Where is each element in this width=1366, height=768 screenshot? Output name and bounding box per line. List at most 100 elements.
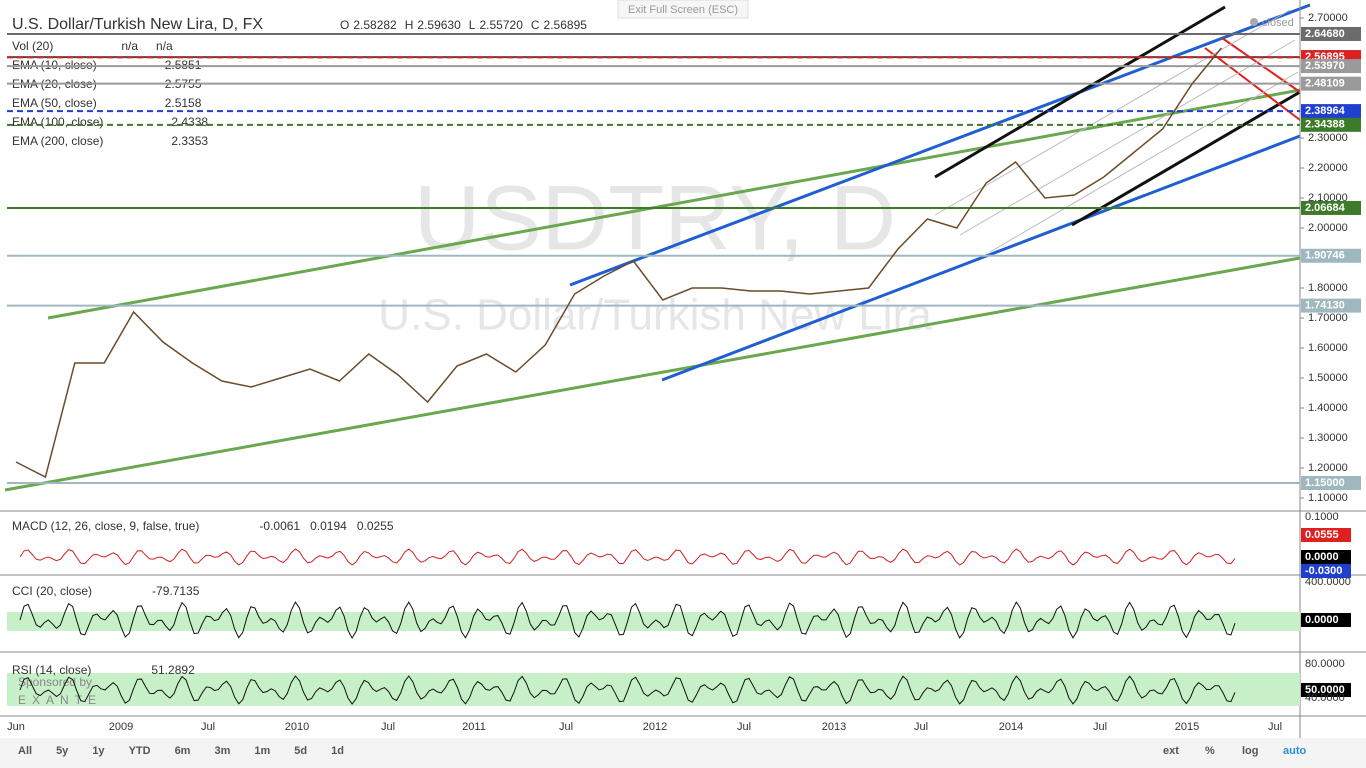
pane-value: 0.0255	[357, 519, 394, 533]
pane-title: CCI (20, close)	[12, 584, 92, 598]
pane-value: 0.0194	[310, 519, 347, 533]
indicator-value: n/a	[156, 39, 173, 53]
trend-line	[661, 134, 1301, 382]
pane-scale-label: 50.0000	[1305, 684, 1345, 696]
ohlc-value: 2.58282	[353, 18, 397, 32]
fork-line	[989, 71, 1299, 253]
x-tick-label: Jun	[7, 721, 25, 733]
indicator-value: n/a	[121, 39, 138, 53]
price-marker	[1301, 26, 1361, 41]
trend-line	[934, 5, 1226, 179]
exit-button[interactable]	[617, 0, 749, 19]
ohlc-label: O	[340, 18, 349, 32]
x-tick-label: Jul	[1268, 721, 1282, 733]
sponsor-brand: EXANTE	[18, 693, 102, 707]
range-button[interactable]: 1m	[254, 745, 270, 757]
price-marker	[1301, 476, 1361, 490]
rsi-band	[7, 673, 1300, 706]
price-marker-label: 2.53970	[1305, 60, 1345, 72]
indicator-name: EMA (100, close)	[12, 115, 103, 129]
option-button[interactable]: %	[1205, 745, 1215, 757]
range-button[interactable]: YTD	[129, 745, 151, 757]
scale-marker	[1301, 550, 1351, 564]
status: closed	[1262, 17, 1294, 29]
x-tick-label: 2013	[822, 721, 846, 733]
scale-marker	[1301, 683, 1351, 697]
x-tick-label: Jul	[1093, 721, 1107, 733]
fork-line	[959, 39, 1296, 236]
ohlc-value: 2.59630	[417, 18, 461, 32]
sponsor-label: Sponsored by	[18, 675, 92, 689]
price-marker	[1301, 104, 1361, 119]
indicator-value: 2.5158	[165, 96, 202, 110]
x-tick-label: Jul	[559, 721, 573, 733]
trend-line	[569, 3, 1311, 287]
price-marker	[1301, 117, 1361, 132]
y-tick-label: 1.40000	[1308, 402, 1348, 414]
y-tick-label: 1.30000	[1308, 432, 1348, 444]
pane-title: MACD (12, 26, close, 9, false, true)	[12, 519, 199, 533]
pitchfork	[934, 9, 1299, 253]
oscillator	[19, 548, 1236, 566]
x-tick-label: 2010	[285, 721, 309, 733]
range-button[interactable]: 6m	[175, 745, 191, 757]
price-marker-label: 2.64680	[1305, 28, 1345, 40]
ohlc-value: 2.55720	[479, 18, 523, 32]
price-marker-label: 2.38964	[1305, 105, 1346, 117]
range-button[interactable]: 5y	[56, 745, 69, 757]
status-dot	[1250, 18, 1258, 26]
option-button[interactable]: log	[1242, 745, 1259, 757]
y-tick-label: 2.20000	[1308, 162, 1348, 174]
indicator-value: 2.3353	[171, 134, 208, 148]
pane-scale-label: 0.1000	[1305, 511, 1339, 523]
x-tick-label: 2011	[462, 721, 486, 733]
y-tick-label: 1.20000	[1308, 462, 1348, 474]
option-button[interactable]: auto	[1283, 745, 1307, 757]
pane-value: 51.2892	[151, 663, 195, 677]
x-tick-label: 2009	[109, 721, 133, 733]
indicator-name: EMA (200, close)	[12, 134, 103, 148]
price-marker	[1301, 298, 1361, 313]
pane-scale-label: 40.0000	[1305, 692, 1345, 704]
ohlc-label: H	[405, 18, 414, 32]
pane-title: RSI (14, close)	[12, 663, 91, 677]
option-button[interactable]: ext	[1163, 745, 1179, 757]
price-marker-label: 1.74130	[1305, 300, 1345, 312]
exit-label[interactable]: Exit Full Screen (ESC)	[628, 4, 738, 16]
range-button[interactable]: 1y	[92, 745, 105, 757]
x-tick-label: Jul	[914, 721, 928, 733]
fork-line	[934, 9, 1291, 216]
range-button[interactable]: 3m	[214, 745, 230, 757]
range-button[interactable]: 5d	[294, 745, 307, 757]
price-marker-label: 1.15000	[1305, 477, 1345, 489]
x-tick-label: 2012	[643, 721, 667, 733]
oscillator	[19, 601, 1236, 639]
ohlc-label: C	[531, 18, 540, 32]
pane-scale-label: 0.0555	[1305, 529, 1339, 541]
range-button[interactable]: All	[18, 745, 32, 757]
scale-marker	[1301, 564, 1351, 578]
pane-value: -0.0061	[259, 519, 300, 533]
pane-scale-label: -0.0300	[1305, 565, 1342, 577]
trend-line	[4, 256, 1301, 492]
ohlc-label: L	[469, 18, 476, 32]
pane-scale-label: 0.0000	[1305, 614, 1339, 626]
price-marker	[1301, 76, 1361, 91]
trend-line	[47, 88, 1301, 320]
scale-marker	[1301, 613, 1351, 627]
y-tick-label: 1.60000	[1308, 342, 1348, 354]
y-tick-label: 1.80000	[1308, 282, 1348, 294]
pane-scale-label: 400.0000	[1305, 576, 1351, 588]
oscillator	[19, 675, 1236, 705]
y-tick-label: 1.70000	[1308, 312, 1348, 324]
price-marker-label: 1.90746	[1305, 250, 1345, 262]
x-tick-label: Jul	[737, 721, 751, 733]
scale-marker	[1301, 528, 1351, 542]
range-button[interactable]: 1d	[331, 745, 344, 757]
x-tick-label: 2014	[999, 721, 1023, 733]
price-marker	[1301, 248, 1361, 263]
x-tick-label: Jul	[201, 721, 215, 733]
